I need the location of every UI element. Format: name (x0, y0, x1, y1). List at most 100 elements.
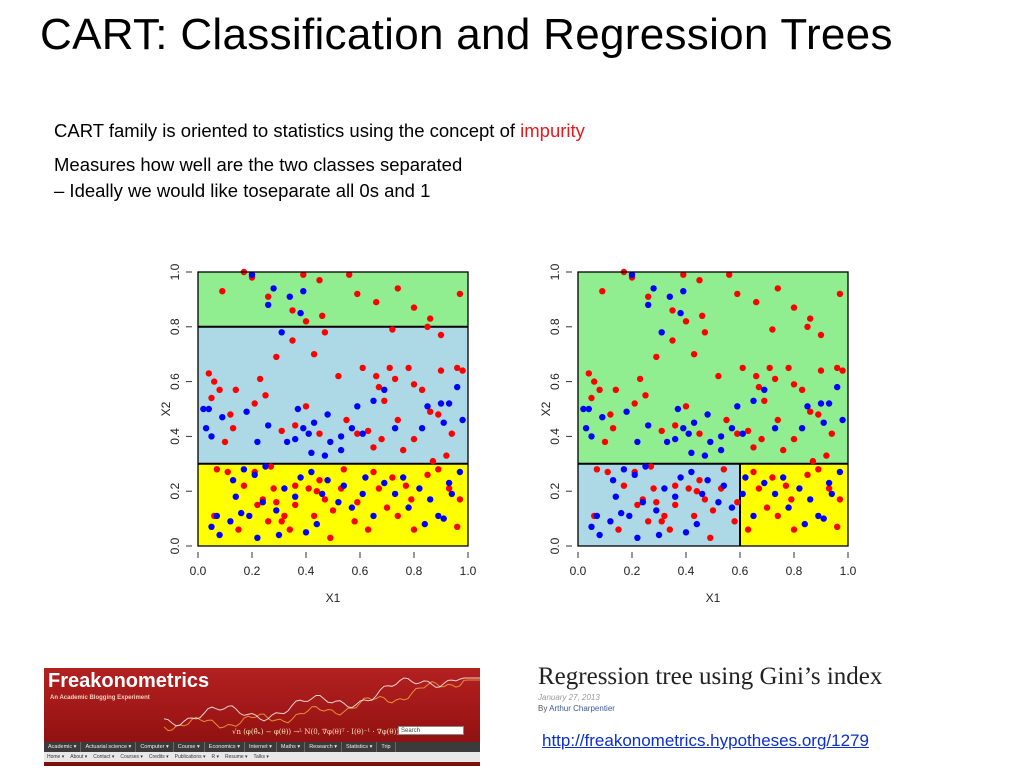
right-plot-point-red-51 (839, 367, 846, 374)
right-plot-point-red-60 (828, 430, 835, 437)
left-plot-point-blue-23 (321, 452, 329, 459)
left-plot-point-blue-43 (262, 463, 269, 470)
right-plot-ytick-label-3: 0.6 (548, 373, 562, 390)
banner-subnav-item-2[interactable]: Contact ▾ (93, 754, 115, 760)
right-plot-xtick-label-0: 0.0 (570, 564, 587, 578)
right-plot-point-red-92 (790, 526, 798, 533)
left-plot-point-blue-61 (381, 479, 388, 487)
banner-subnav-item-0[interactable]: Home ▾ (47, 754, 65, 760)
right-plot-point-red-7 (726, 271, 733, 278)
left-plot-point-red-64 (213, 466, 221, 473)
left-plot-point-red-36 (354, 430, 361, 437)
banner-search-input[interactable]: Search (398, 726, 464, 735)
banner-subnav-item-5[interactable]: Publications ▾ (174, 754, 206, 760)
right-plot-point-red-31 (588, 394, 595, 402)
left-plot-point-blue-70 (421, 520, 428, 528)
left-plot-point-red-19 (321, 329, 329, 336)
left-plot-point-blue-3 (286, 293, 293, 300)
banner-nav-item-5[interactable]: Internet ▾ (245, 742, 277, 752)
right-plot-point-red-32 (658, 427, 665, 435)
banner-nav-item-3[interactable]: Course ▾ (174, 742, 205, 752)
right-plot-point-blue-55 (699, 490, 706, 498)
banner-subnav-item-3[interactable]: Courses ▾ (120, 754, 143, 760)
left-plot-point-red-69 (270, 485, 277, 492)
left-plot-point-red-90 (327, 534, 334, 541)
right-plot-ytick-label-2: 0.4 (548, 428, 562, 445)
left-plot-yaxis-label: X2 (159, 401, 173, 416)
right-plot-point-blue-40 (609, 477, 617, 484)
right-plot-point-red-41 (753, 372, 760, 380)
left-plot-point-red-26 (229, 425, 237, 432)
banner-nav-item-1[interactable]: Actuarial science ▾ (81, 742, 137, 752)
right-plot-point-red-72 (672, 501, 679, 509)
left-plot-point-red-103 (408, 496, 415, 503)
banner-nav-item-8[interactable]: Statistics ▾ (342, 742, 378, 752)
left-plot-point-red-58 (378, 435, 385, 443)
left-plot-point-red-13 (437, 331, 445, 339)
right-plot-point-red-57 (715, 372, 722, 380)
banner-nav-item-7[interactable]: Research ▾ (305, 742, 343, 752)
right-plot-point-blue-62 (771, 490, 779, 498)
right-plot-point-red-48 (815, 411, 822, 418)
freakonometrics-banner[interactable]: Freakonometrics An Academic Blogging Exp… (44, 668, 480, 766)
banner-nav-item-4[interactable]: Economics ▾ (205, 742, 245, 752)
right-plot-point-blue-13 (634, 438, 641, 446)
left-plot-point-blue-71 (400, 474, 407, 481)
right-plot-point-red-97 (769, 474, 776, 481)
banner-nav-item-6[interactable]: Maths ▾ (277, 742, 306, 752)
left-plot-point-red-51 (459, 367, 466, 374)
left-plot-point-blue-79 (216, 531, 223, 539)
source-url-link[interactable]: http://freakonometrics.hypotheses.org/12… (542, 731, 869, 750)
right-plot-point-blue-9 (588, 433, 595, 440)
left-plot-point-red-38 (370, 444, 377, 451)
left-plot-point-red-50 (454, 364, 461, 372)
left-plot-point-blue-63 (405, 504, 412, 511)
right-plot-point-red-81 (782, 482, 790, 489)
right-plot-point-red-30 (607, 411, 614, 418)
left-plot-point-red-7 (346, 271, 353, 278)
left-plot-point-red-16 (319, 312, 326, 319)
right-plot-point-blue-17 (685, 430, 692, 437)
banner-subnav-item-8[interactable]: Talks ▾ (253, 754, 269, 760)
left-plot-point-red-101 (313, 488, 320, 495)
left-plot-point-blue-29 (424, 403, 431, 410)
banner-subnav-item-4[interactable]: Credits ▾ (148, 754, 169, 760)
right-plot-point-blue-75 (682, 529, 690, 536)
right-plot-point-red-24 (585, 370, 592, 377)
right-plot-point-red-52 (780, 446, 787, 454)
left-plot-point-blue-7 (205, 405, 212, 413)
left-plot-point-red-71 (281, 512, 288, 520)
banner-subnav-item-6[interactable]: R ▾ (211, 754, 220, 760)
right-plot-point-blue-5 (677, 309, 684, 317)
right-plot-point-red-8 (734, 290, 741, 298)
right-plot-point-blue-24 (734, 403, 741, 410)
left-plot-plot-frame (197, 271, 469, 547)
right-plot-ytick-label-1: 0.2 (548, 483, 562, 500)
right-plot-point-red-83 (815, 466, 822, 473)
right-plot-point-blue-65 (807, 496, 814, 503)
left-plot-point-red-28 (216, 386, 223, 393)
left-plot-point-blue-21 (327, 438, 334, 446)
right-plot-point-blue-29 (804, 403, 811, 410)
right-plot-point-red-56 (771, 375, 779, 383)
right-plot-point-blue-21 (707, 438, 714, 446)
left-plot-point-blue-24 (354, 403, 361, 410)
banner-timeseries-art (163, 677, 480, 732)
banner-subnav-item-7[interactable]: Resume ▾ (225, 754, 248, 760)
left-plot-point-red-49 (443, 452, 450, 459)
scatter-plot-right: 0.0 0.2 0.4 0.6 0.8 1.0 0.0 0.2 0.4 0.6 0.8 1.0 X1 X2 (539, 263, 856, 605)
left-plot-point-red-59 (410, 435, 418, 443)
left-plot-xtick-label-4: 0.8 (406, 564, 423, 578)
banner-nav-item-2[interactable]: Computer ▾ (136, 742, 174, 752)
right-plot-point-red-35 (723, 416, 730, 424)
right-plot-point-blue-61 (761, 479, 768, 487)
post-author-name: Arthur Charpentier (549, 704, 615, 713)
left-plot-point-red-60 (448, 430, 455, 437)
right-plot-point-red-63 (769, 326, 776, 333)
banner-nav-item-9[interactable]: Trip (377, 742, 396, 752)
right-plot-region-0 (578, 272, 848, 464)
right-plot-point-blue-15 (690, 419, 698, 426)
banner-subnav-item-1[interactable]: About ▾ (70, 754, 88, 760)
banner-nav-item-0[interactable]: Academic ▾ (44, 742, 82, 752)
left-plot-point-blue-54 (308, 468, 315, 476)
